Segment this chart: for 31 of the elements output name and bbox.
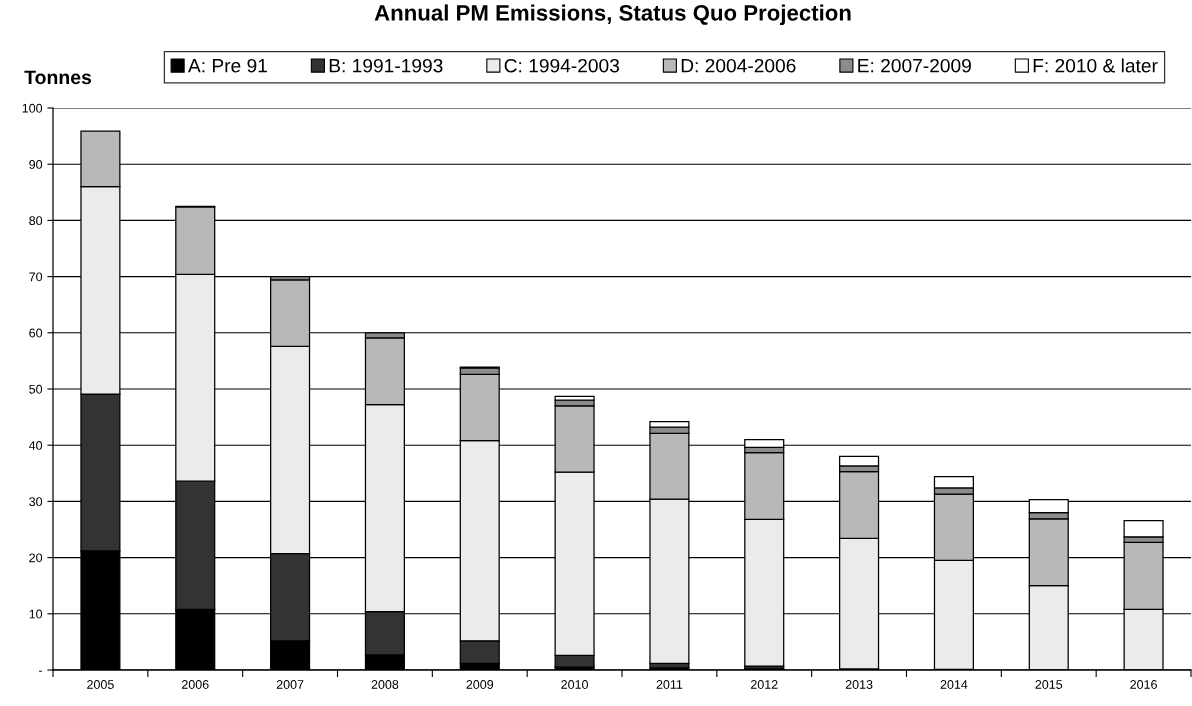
y-tick-label: 10 (29, 609, 43, 619)
x-tick-label: 2007 (276, 680, 304, 689)
y-tick-label: 50 (29, 384, 43, 394)
y-tick-label: 40 (28, 441, 43, 450)
y-tick-label: 20 (29, 553, 43, 563)
x-tick-label: 2010 (561, 680, 588, 689)
x-tick-label: 2009 (466, 680, 494, 689)
y-tick-label: 80 (29, 216, 43, 226)
chart-title: Annual PM Emissions, Status Quo Projection (374, 4, 851, 26)
y-tick-label: 30 (29, 497, 43, 507)
legend-label: F: 2010 & later (1033, 58, 1158, 73)
x-tick-label: 2013 (845, 680, 873, 689)
x-tick-label: 2005 (87, 680, 114, 689)
legend-label: E: 2007-2009 (858, 58, 971, 73)
x-tick-label: 2006 (181, 680, 209, 689)
x-tick-label: 2016 (1130, 680, 1157, 689)
x-tick-label: 2008 (371, 680, 399, 689)
legend-label: A: Pre 91 (188, 58, 267, 73)
y-tick-label: 60 (29, 328, 43, 338)
y-tick-label: 70 (29, 272, 43, 282)
legend-label: D: 2004-2006 (681, 58, 796, 73)
legend-label: B: 1991-1993 (329, 58, 443, 73)
y-axis-title: Tonnes (24, 70, 92, 85)
y-tick-label: - (38, 670, 43, 672)
y-tick-label: 90 (29, 160, 43, 169)
x-tick-label: 2012 (750, 680, 778, 689)
x-tick-label: 2011 (656, 680, 683, 689)
x-tick-label: 2015 (1035, 680, 1063, 689)
y-tick-label: 100 (22, 103, 43, 113)
x-tick-label: 2014 (940, 680, 968, 689)
legend-label: C: 1994-2003 (504, 58, 620, 73)
